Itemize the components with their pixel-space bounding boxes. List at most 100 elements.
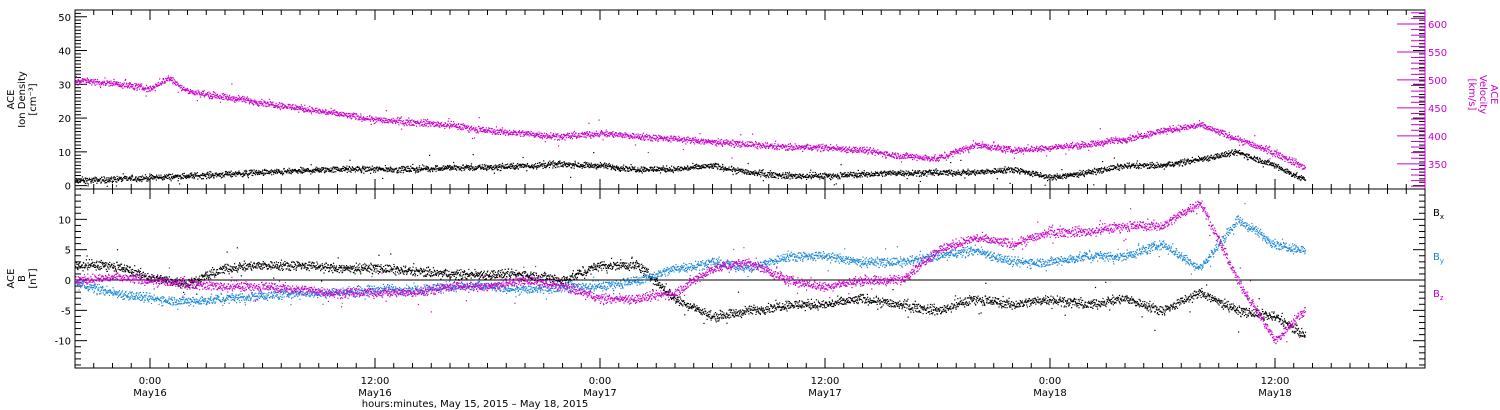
data-point bbox=[819, 178, 821, 180]
data-point bbox=[584, 165, 586, 167]
data-point bbox=[454, 165, 456, 167]
data-point bbox=[882, 171, 884, 173]
data-point bbox=[936, 173, 938, 175]
data-point bbox=[918, 172, 920, 175]
data-point bbox=[896, 173, 898, 175]
data-point bbox=[810, 177, 812, 179]
data-point bbox=[864, 175, 866, 177]
data-point bbox=[1267, 159, 1269, 161]
data-point bbox=[241, 99, 243, 101]
data-point bbox=[407, 167, 409, 169]
data-point bbox=[244, 173, 246, 175]
data-point bbox=[279, 107, 281, 109]
data-point bbox=[458, 166, 460, 168]
data-point bbox=[421, 169, 423, 171]
data-point bbox=[721, 169, 723, 171]
data-point bbox=[1071, 175, 1073, 177]
data-point bbox=[170, 174, 172, 176]
data-point bbox=[254, 170, 256, 172]
data-point bbox=[249, 173, 251, 175]
data-point bbox=[501, 166, 503, 168]
data-point bbox=[1158, 164, 1160, 166]
data-point bbox=[759, 171, 761, 174]
data-point bbox=[175, 174, 177, 176]
data-point bbox=[397, 171, 399, 173]
data-point bbox=[504, 166, 506, 168]
data-point bbox=[857, 176, 859, 178]
data-point bbox=[239, 96, 241, 98]
data-point bbox=[493, 165, 495, 167]
data-point bbox=[1112, 168, 1114, 170]
data-point bbox=[173, 176, 175, 179]
data-point bbox=[734, 170, 736, 172]
data-point bbox=[301, 172, 303, 174]
data-point bbox=[334, 109, 336, 111]
data-point bbox=[427, 170, 429, 172]
data-point bbox=[142, 178, 144, 180]
data-point bbox=[662, 165, 664, 167]
data-point bbox=[666, 168, 668, 170]
data-point bbox=[315, 112, 317, 114]
data-point bbox=[580, 164, 582, 166]
data-point bbox=[933, 172, 935, 174]
data-point bbox=[1008, 168, 1010, 171]
data-point bbox=[355, 169, 357, 171]
data-point bbox=[417, 120, 419, 122]
data-point bbox=[710, 165, 713, 167]
data-point bbox=[181, 177, 183, 179]
data-point bbox=[1189, 163, 1191, 165]
data-point bbox=[415, 169, 417, 172]
data-point bbox=[146, 180, 148, 182]
data-point bbox=[845, 173, 848, 176]
data-point bbox=[105, 180, 107, 182]
data-point bbox=[207, 173, 209, 175]
data-point bbox=[149, 90, 151, 92]
data-point bbox=[242, 176, 244, 178]
data-point bbox=[574, 163, 576, 166]
data-point bbox=[384, 117, 386, 120]
data-point bbox=[455, 165, 457, 167]
data-point bbox=[768, 172, 770, 174]
data-point bbox=[1064, 173, 1067, 175]
data-point bbox=[96, 79, 99, 81]
data-point bbox=[510, 163, 512, 165]
data-point bbox=[782, 172, 784, 174]
data-point bbox=[298, 106, 300, 108]
data-point bbox=[519, 164, 521, 166]
data-point bbox=[979, 171, 981, 173]
data-point bbox=[844, 172, 846, 174]
data-point bbox=[583, 162, 585, 164]
data-point bbox=[766, 174, 769, 176]
data-point bbox=[123, 177, 125, 179]
data-point bbox=[1225, 151, 1227, 153]
data-point bbox=[359, 168, 361, 170]
data-point bbox=[556, 164, 558, 166]
data-point bbox=[832, 174, 834, 176]
data-point bbox=[1202, 160, 1204, 162]
data-point bbox=[142, 87, 144, 89]
data-point bbox=[89, 179, 92, 181]
data-point bbox=[873, 174, 876, 176]
data-point bbox=[1011, 167, 1013, 169]
data-point bbox=[120, 180, 123, 183]
data-point bbox=[1223, 153, 1225, 155]
data-point bbox=[310, 111, 312, 113]
data-point bbox=[951, 170, 953, 172]
data-point bbox=[375, 167, 377, 169]
data-point bbox=[479, 166, 481, 168]
data-point bbox=[78, 178, 80, 180]
data-point bbox=[354, 171, 356, 173]
data-point bbox=[341, 111, 343, 113]
data-point bbox=[330, 107, 332, 109]
data-point bbox=[217, 174, 219, 176]
data-point bbox=[378, 119, 380, 121]
data-point bbox=[536, 167, 538, 169]
data-point bbox=[777, 177, 779, 179]
data-point bbox=[299, 107, 301, 109]
data-point bbox=[194, 93, 196, 95]
data-point bbox=[543, 165, 545, 167]
data-point bbox=[359, 119, 361, 121]
data-point bbox=[238, 172, 240, 174]
data-point bbox=[1099, 172, 1101, 174]
data-point bbox=[652, 169, 654, 171]
